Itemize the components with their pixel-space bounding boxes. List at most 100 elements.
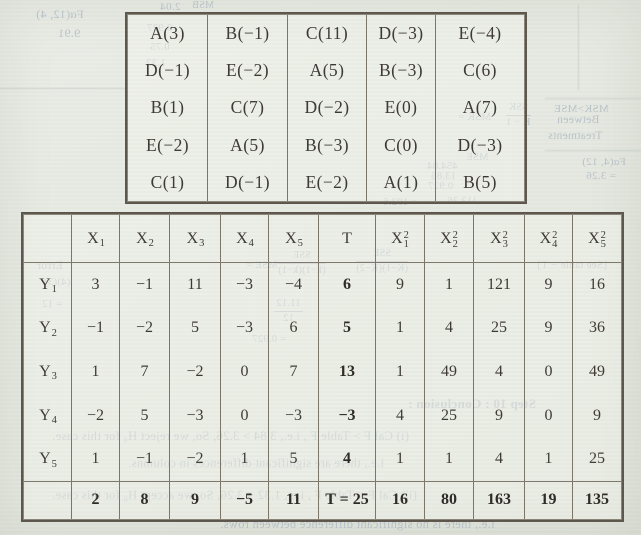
table-cell: 7	[120, 350, 170, 394]
latin-square-cell: C(11)	[288, 15, 367, 53]
column-header	[24, 215, 72, 263]
totals-cell: 2	[72, 480, 120, 519]
latin-square-cell: D(−3)	[457, 134, 503, 155]
table-cell: 0	[525, 350, 573, 394]
table-cell: 0	[221, 350, 269, 394]
table-cell: 9	[593, 406, 601, 424]
table-cell: 5	[319, 306, 376, 351]
bleed-line	[545, 98, 641, 99]
table-cell: 1	[72, 350, 120, 394]
table-cell: −1	[72, 306, 120, 351]
table-cell: 0	[525, 393, 573, 438]
table-cell: 9	[525, 306, 573, 351]
table-cell: −2	[120, 306, 170, 351]
table-cell: 4	[474, 437, 525, 481]
table-cell: 49	[425, 350, 474, 394]
table-cell: −1	[120, 263, 170, 307]
bleedthrough-text: Fα(12, 4)	[36, 7, 84, 21]
bleedthrough-text: Between	[557, 114, 600, 126]
bleedthrough-text: MSB	[192, 0, 215, 11]
totals-cell: 135	[573, 480, 621, 519]
column-header: T	[319, 215, 376, 263]
table-cell: 1	[376, 306, 425, 351]
latin-square-cell: E(−2)	[288, 163, 367, 201]
table-cell: 1	[425, 437, 474, 481]
table-cell: 5	[269, 437, 319, 481]
latin-square-cell: D(−3)	[367, 15, 436, 53]
latin-square-cell: C(0)	[367, 126, 436, 164]
latin-square-cell: A(7)	[462, 97, 498, 118]
table-cell: −3	[319, 393, 376, 438]
table-row: Y 4 −2 5 −3 0 −3 −3 4 25 9 0 9	[24, 393, 621, 438]
table-cell: 4	[474, 350, 525, 394]
latin-square-table: A(3) B(−1) C(11) D(−3) E(−4) D(−1) E(−2) A(5) B(…	[127, 14, 525, 202]
table-cell: −2	[72, 393, 120, 438]
totals-row: 2 8 9 −5 11 T = 25 16 80 163 19 135	[24, 480, 621, 519]
bleedthrough-text: Treatments	[548, 130, 603, 142]
latin-square-cell: D(−1)	[208, 163, 288, 201]
totals-empty-cell	[24, 480, 72, 519]
totals-cell: 9	[170, 480, 221, 519]
table-cell: 9	[474, 393, 525, 438]
latin-square-cell: D(−1)	[128, 52, 208, 90]
table-cell: −2	[170, 350, 221, 394]
latin-square-cell: C(1)	[128, 163, 208, 201]
latin-square-cell: A(5)	[208, 126, 288, 164]
table-cell: 1	[376, 350, 425, 394]
totals-cell: 16	[376, 480, 425, 519]
latin-square-cell: E(−2)	[128, 126, 208, 164]
table-cell: 36	[589, 319, 605, 337]
latin-square-cell: E(−2)	[208, 52, 288, 90]
table-cell: 9	[376, 263, 425, 307]
table-cell: 25	[589, 450, 605, 468]
table-cell: 13	[319, 350, 376, 394]
table-cell: 1	[425, 263, 474, 307]
table-row: Y 3 1 7 −2 0 7 13 1 49 4 0 49	[24, 350, 621, 394]
totals-cell: 11	[269, 480, 319, 519]
table-cell: 121	[474, 263, 525, 307]
bleedthrough-text: = 3.26	[586, 170, 617, 182]
table-cell: −2	[170, 437, 221, 481]
bleed-line	[545, 150, 641, 151]
bleedthrough-text: 2.04	[160, 1, 181, 13]
latin-square-cell: A(5)	[288, 52, 367, 90]
table-cell: 25	[425, 393, 474, 438]
computation-table: X 1 X 2 X 3 X 4 X 5 T X 2 1 X 2 2 X 2 3 X 2 4 X 2 5 Y 1 3 −1 11 −3 −4 6 9 1…	[23, 214, 622, 520]
table-cell: −1	[120, 437, 170, 481]
table-cell: 25	[474, 306, 525, 351]
table-cell: 1	[72, 437, 120, 481]
table-cell: 3	[72, 263, 120, 307]
table-cell: −3	[170, 393, 221, 438]
totals-cell: 8	[120, 480, 170, 519]
latin-square-cell: B(1)	[128, 89, 208, 127]
totals-cell: 19	[525, 480, 573, 519]
totals-cell: 80	[425, 480, 474, 519]
latin-square-cell: B(−3)	[367, 52, 436, 90]
table-cell: 1	[525, 437, 573, 481]
latin-square-cell: B(−1)	[208, 15, 288, 53]
latin-square-cell: E(−4)	[458, 23, 502, 44]
latin-square-cell: A(3)	[128, 15, 208, 53]
table-row: Y 2 −1 −2 5 −3 6 5 1 4 25 9 36	[24, 306, 621, 351]
latin-square-cell: B(5)	[463, 171, 497, 192]
table-cell: 5	[120, 393, 170, 438]
bleed-line	[578, 5, 579, 90]
table-cell: 5	[170, 306, 221, 351]
table-cell: 4	[319, 437, 376, 481]
bleed-line	[0, 88, 127, 89]
